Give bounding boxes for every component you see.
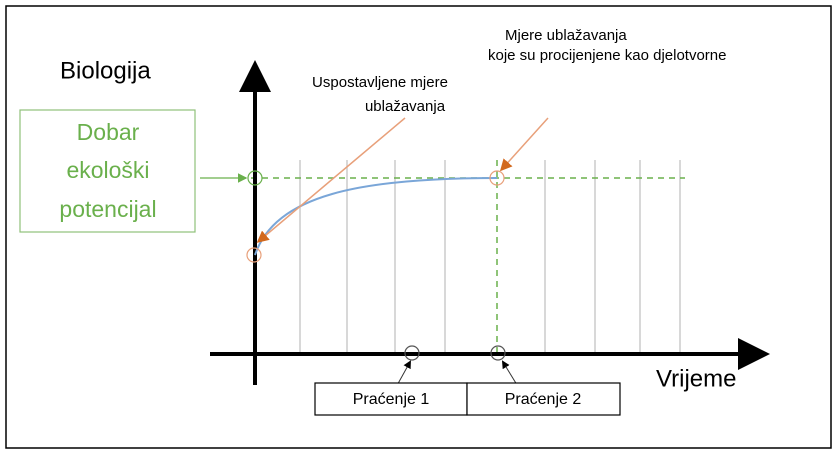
annotation: Uspostavljene mjere <box>312 74 448 91</box>
arrow <box>256 117 406 243</box>
target-box <box>19 109 196 233</box>
target-text: Dobar <box>77 119 140 145</box>
monitoring-label: Praćenje 1 <box>353 391 430 408</box>
arrow <box>499 117 549 172</box>
target-text: ekološki <box>66 157 149 183</box>
annotation: ublažavanja <box>365 98 446 115</box>
monitoring-box <box>466 382 621 416</box>
y-axis-label: Biologija <box>60 57 151 84</box>
grid <box>299 160 681 355</box>
markers <box>246 170 506 361</box>
recovery-curve <box>254 177 498 256</box>
target-text: potencijal <box>59 196 156 222</box>
annotation: Mjere ublažavanja <box>505 27 627 44</box>
monitoring-label: Praćenje 2 <box>505 391 582 408</box>
frame <box>5 5 832 449</box>
x-axis-label: Vrijeme <box>656 365 736 392</box>
monitoring-box <box>314 382 468 416</box>
annotation: koje su procijenjene kao djelotvorne <box>488 47 726 64</box>
